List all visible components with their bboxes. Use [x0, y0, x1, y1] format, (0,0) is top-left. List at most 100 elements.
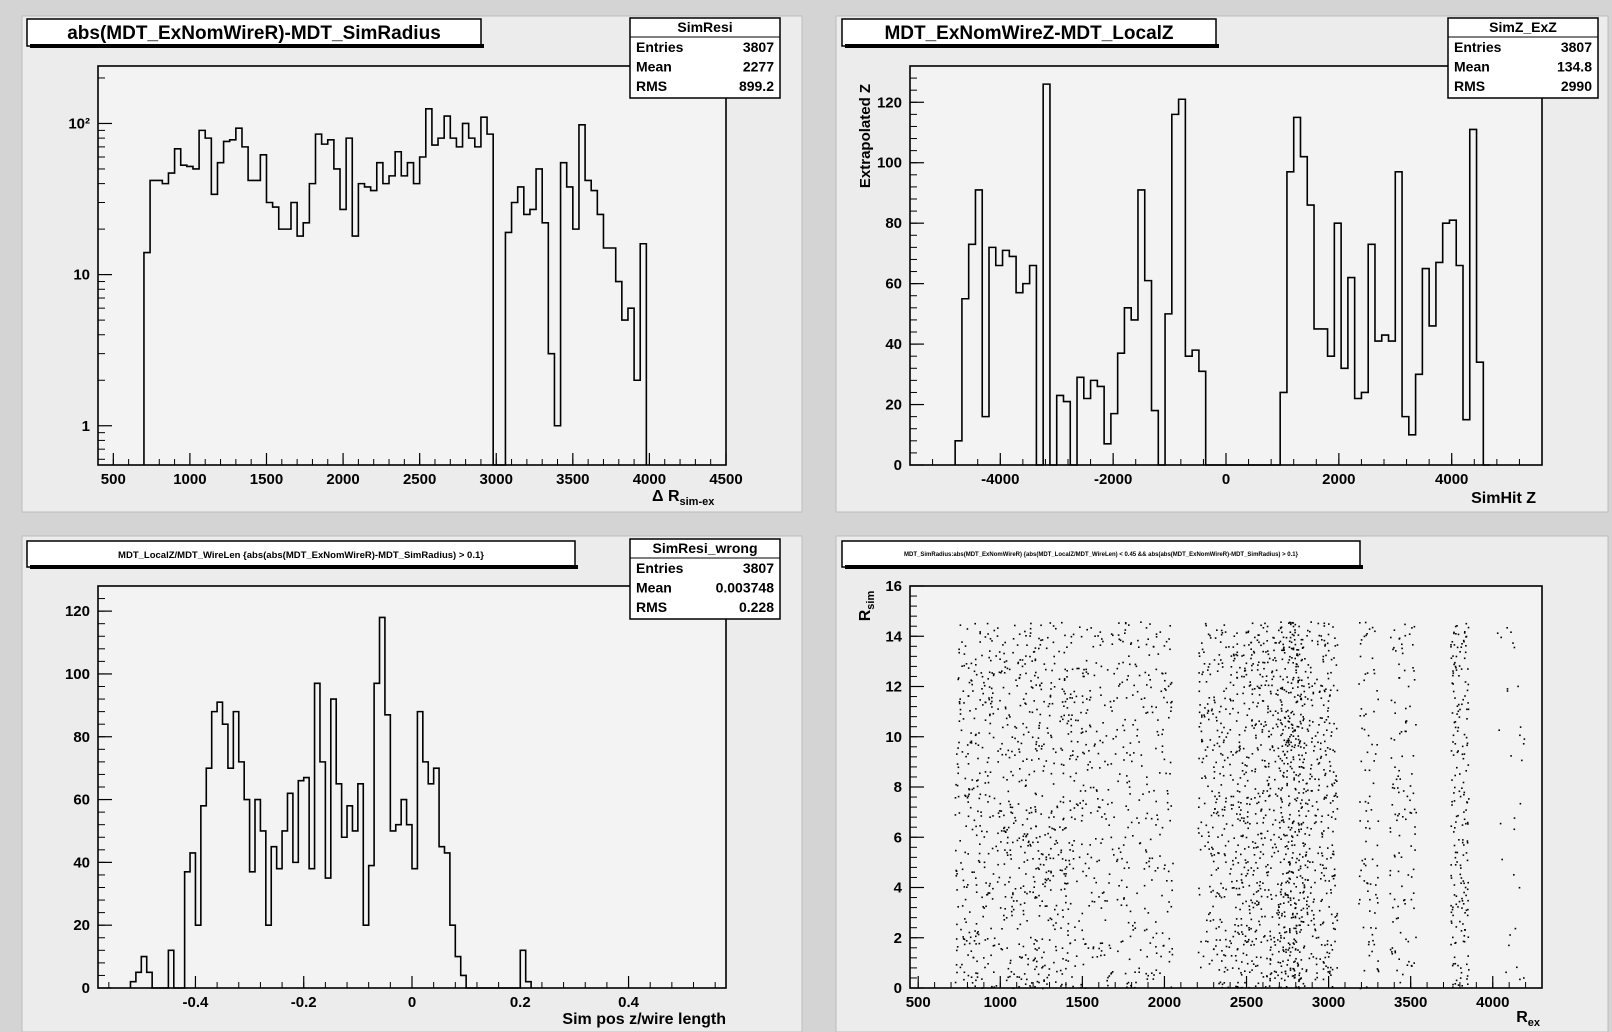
- scatter-point: [1467, 908, 1469, 911]
- scatter-point: [1023, 902, 1026, 904]
- scatter-point: [1085, 803, 1087, 805]
- scatter-point: [1278, 986, 1280, 989]
- scatter-point: [1054, 908, 1056, 911]
- scatter-point: [1100, 954, 1102, 957]
- scatter-point: [1297, 745, 1300, 747]
- scatter-point: [1296, 876, 1298, 879]
- scatter-point: [1294, 939, 1297, 942]
- scatter-point: [1073, 840, 1075, 842]
- scatter-point: [1264, 800, 1267, 802]
- scatter-point: [1401, 652, 1404, 655]
- scatter-point: [1139, 949, 1142, 951]
- scatter-point: [1040, 624, 1042, 627]
- scatter-point: [1277, 694, 1279, 696]
- scatter-point: [1411, 965, 1413, 967]
- scatter-point: [1003, 652, 1005, 655]
- scatter-point: [1062, 772, 1065, 775]
- scatter-point: [1466, 718, 1468, 720]
- scatter-point: [1239, 745, 1241, 747]
- scatter-point: [1456, 730, 1459, 732]
- scatter-point: [1295, 941, 1298, 943]
- scatter-point: [1412, 755, 1415, 757]
- scatter-point: [1244, 970, 1246, 972]
- scatter-point: [1293, 634, 1295, 637]
- scatter-point: [1453, 844, 1456, 847]
- x-tick-label: 2000: [1148, 994, 1181, 1011]
- scatter-point: [1295, 663, 1298, 665]
- scatter-point: [1285, 986, 1288, 988]
- scatter-point: [1163, 645, 1166, 647]
- scatter-point: [965, 825, 967, 827]
- scatter-point: [1010, 811, 1012, 814]
- scatter-point: [1248, 986, 1250, 989]
- scatter-point: [1264, 622, 1266, 625]
- scatter-point: [1302, 921, 1304, 923]
- scatter-point: [988, 892, 991, 894]
- scatter-point: [1300, 909, 1303, 911]
- scatter-point: [1250, 641, 1252, 644]
- scatter-point: [956, 949, 958, 952]
- scatter-point: [1398, 638, 1401, 640]
- scatter-point: [1411, 627, 1413, 629]
- scatter-point: [1297, 694, 1299, 696]
- scatter-point: [958, 812, 961, 814]
- scatter-point: [1213, 659, 1216, 661]
- scatter-point: [985, 905, 987, 908]
- scatter-point: [1450, 646, 1452, 648]
- scatter-point: [1039, 644, 1042, 646]
- scatter-point: [1466, 744, 1468, 747]
- scatter-point: [1335, 792, 1337, 795]
- scatter-point: [1464, 886, 1467, 889]
- scatter-point: [1212, 889, 1214, 892]
- scatter-point: [1241, 675, 1243, 678]
- scatter-point: [1271, 746, 1274, 749]
- scatter-point: [1099, 942, 1102, 945]
- scatter-point: [1151, 711, 1154, 714]
- scatter-point: [1012, 651, 1014, 654]
- scatter-point: [1144, 907, 1146, 910]
- scatter-point: [1280, 621, 1282, 623]
- scatter-point: [1197, 827, 1200, 830]
- scatter-point: [1462, 781, 1465, 784]
- scatter-point: [987, 757, 990, 759]
- scatter-point: [1067, 930, 1069, 932]
- scatter-point: [1019, 768, 1021, 770]
- scatter-point: [1248, 905, 1251, 907]
- scatter-point: [1314, 814, 1317, 817]
- scatter-point: [1060, 927, 1062, 929]
- scatter-point: [1293, 938, 1295, 941]
- scatter-point: [1029, 985, 1031, 987]
- scatter-point: [1166, 790, 1169, 792]
- scatter-point: [1298, 742, 1301, 745]
- scatter-point: [1125, 622, 1127, 625]
- scatter-point: [1321, 836, 1324, 838]
- scatter-point: [1148, 860, 1150, 863]
- scatter-point: [1037, 867, 1039, 869]
- scatter-point: [1064, 868, 1067, 870]
- scatter-point: [962, 690, 965, 692]
- scatter-point: [1056, 805, 1058, 808]
- scatter-point: [1301, 754, 1303, 757]
- scatter-point: [999, 658, 1001, 660]
- scatter-point: [1467, 683, 1470, 686]
- scatter-point: [1452, 963, 1455, 965]
- scatter-point: [1316, 976, 1318, 979]
- scatter-point: [1221, 632, 1224, 634]
- scatter-point: [1225, 708, 1227, 710]
- x-tick-label: 3500: [556, 471, 589, 488]
- scatter-point: [1299, 978, 1302, 980]
- scatter-point: [1242, 952, 1245, 955]
- scatter-point: [1201, 761, 1204, 764]
- scatter-point: [963, 886, 966, 888]
- scatter-point: [1007, 836, 1009, 839]
- scatter-point: [1458, 790, 1461, 793]
- scatter-point: [1319, 924, 1322, 926]
- scatter-point: [1253, 652, 1256, 654]
- scatter-point: [1289, 954, 1291, 957]
- scatter-point: [1155, 969, 1158, 971]
- scatter-point: [1128, 867, 1130, 869]
- scatter-point: [956, 784, 959, 787]
- scatter-point: [1235, 751, 1237, 754]
- scatter-point: [1026, 859, 1029, 861]
